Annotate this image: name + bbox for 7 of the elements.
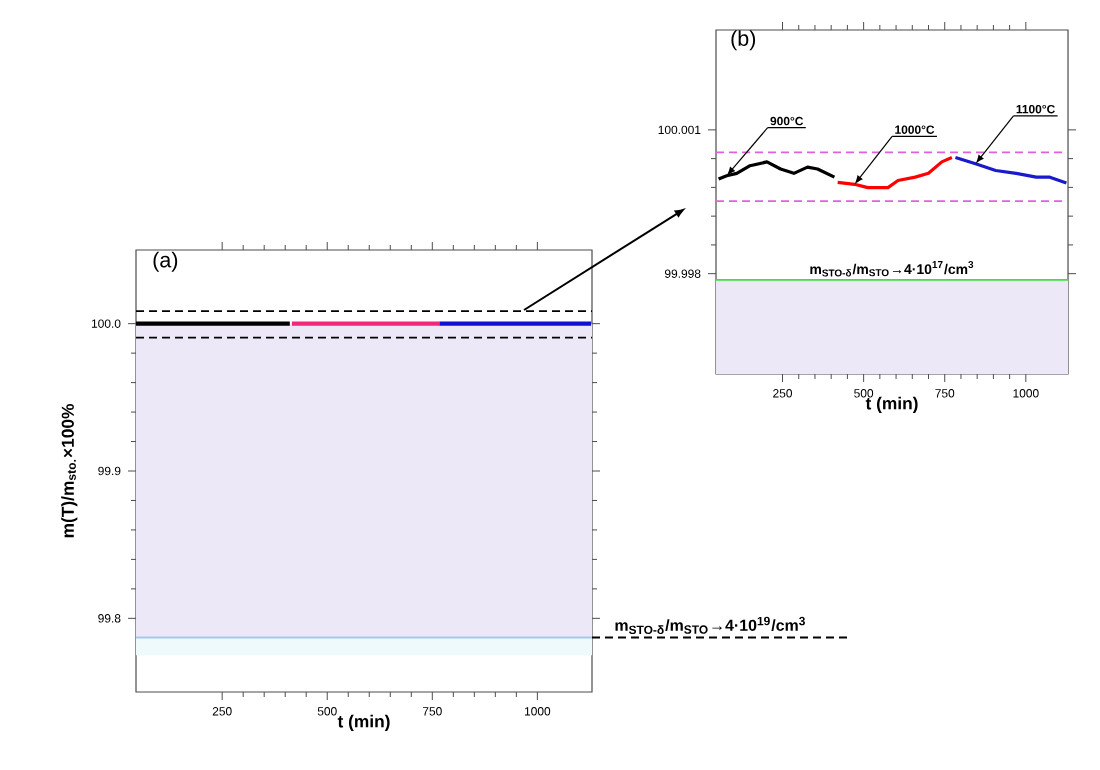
x-axis-title: t (min) xyxy=(865,396,918,413)
line-series xyxy=(953,155,1068,185)
chart-title: (a) xyxy=(153,251,178,272)
line-series xyxy=(836,155,954,190)
chart-title: (b) xyxy=(731,30,756,51)
x-axis-title: t (min) xyxy=(337,714,390,731)
y-axis-title: m(T)/m$_{sto.}$×100% xyxy=(61,404,78,538)
